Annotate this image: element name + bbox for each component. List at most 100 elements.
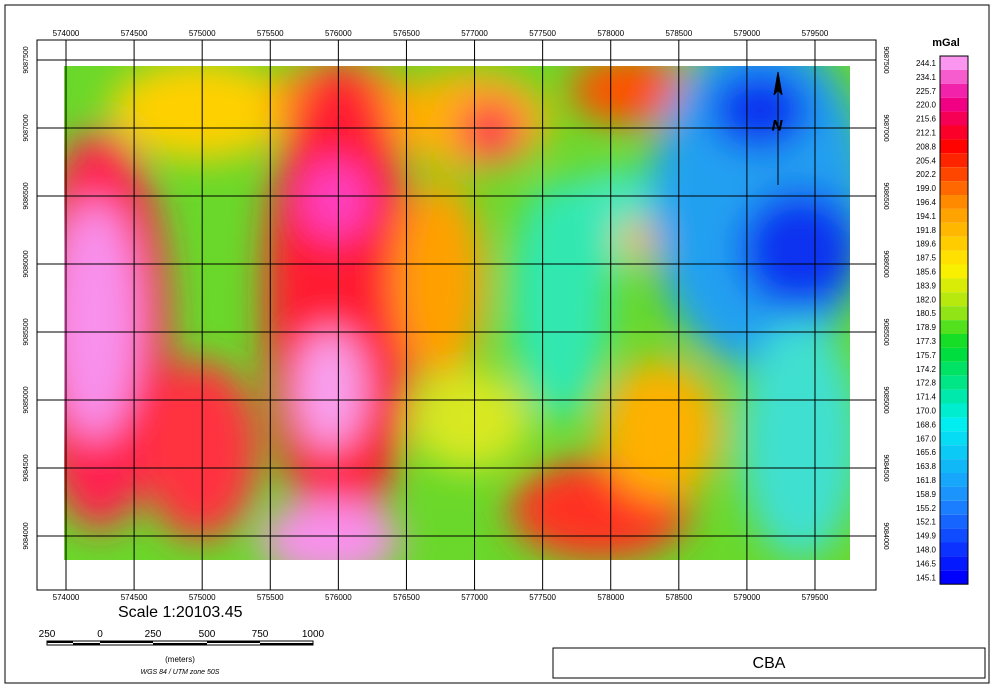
- legend-label: 175.7: [916, 351, 937, 360]
- legend-label: 205.4: [916, 156, 937, 165]
- y-tick-label: 9085000: [23, 386, 30, 413]
- legend-label: 202.2: [916, 170, 937, 179]
- legend-label: 170.0: [916, 406, 937, 415]
- scale-bar: [46, 640, 314, 646]
- legend-swatch: [940, 292, 968, 307]
- legend-label: 168.6: [916, 420, 937, 429]
- legend-swatch: [940, 250, 968, 265]
- legend-swatch: [940, 111, 968, 126]
- x-tick-label: 574000: [53, 593, 80, 602]
- legend-label: 180.5: [916, 309, 937, 318]
- legend-label: 178.9: [916, 323, 937, 332]
- x-tick-label: 579500: [802, 29, 829, 38]
- legend-swatch: [940, 83, 968, 98]
- legend-label: 145.1: [916, 573, 937, 582]
- x-tick-label: 578500: [665, 29, 692, 38]
- legend-border: [939, 55, 969, 585]
- legend-label: 149.9: [916, 532, 937, 541]
- contour-surface: [64, 66, 850, 560]
- x-tick-label: 579000: [734, 593, 761, 602]
- legend-swatch: [940, 403, 968, 418]
- legend-label: 172.8: [916, 379, 937, 388]
- legend-label: 177.3: [916, 337, 937, 346]
- x-tick-label: 576500: [393, 29, 420, 38]
- x-tick-label: 579500: [802, 593, 829, 602]
- legend-swatch: [940, 375, 968, 390]
- legend-swatch: [940, 528, 968, 543]
- legend-label: 174.2: [916, 365, 937, 374]
- legend-swatch: [940, 389, 968, 404]
- y-tick-label: 9086500: [882, 182, 889, 209]
- legend-swatch: [940, 56, 968, 70]
- x-tick-label: 577000: [461, 593, 488, 602]
- y-tick-label: 9085500: [23, 318, 30, 345]
- legend-label: 148.0: [916, 545, 937, 554]
- legend-label: 171.4: [916, 393, 937, 402]
- legend-label: 191.8: [916, 226, 937, 235]
- legend-swatch: [940, 334, 968, 348]
- y-tick-label: 9086000: [882, 250, 889, 277]
- legend-label: 225.7: [916, 87, 937, 96]
- legend-swatch: [940, 347, 968, 362]
- legend-swatch: [940, 278, 968, 293]
- y-tick-label: 9086000: [23, 250, 30, 277]
- x-tick-label: 579000: [734, 29, 761, 38]
- legend-swatch: [940, 69, 968, 84]
- y-tick-label: 9085500: [882, 318, 889, 345]
- legend-swatch: [940, 153, 968, 168]
- legend-swatch: [940, 320, 968, 334]
- legend-label: 155.2: [916, 504, 937, 513]
- legend-swatch: [940, 306, 968, 321]
- x-tick-label: 575000: [189, 29, 216, 38]
- scale-tick-label: 750: [252, 629, 269, 640]
- legend-swatch: [940, 181, 968, 195]
- legend-swatch: [940, 514, 968, 529]
- map-title: CBA: [753, 655, 786, 672]
- y-tick-label: 9087500: [23, 46, 30, 73]
- x-tick-label: 574000: [53, 29, 80, 38]
- y-tick-label: 9084000: [23, 522, 30, 549]
- y-tick-label: 9084500: [882, 454, 889, 481]
- projection: WGS 84 / UTM zone 50S: [141, 669, 220, 676]
- legend-label: 196.4: [916, 198, 937, 207]
- x-tick-label: 576000: [325, 593, 352, 602]
- legend-label: 158.9: [916, 490, 937, 499]
- x-tick-label: 578000: [597, 29, 624, 38]
- legend-label: 163.8: [916, 462, 937, 471]
- legend-label: 220.0: [916, 101, 937, 110]
- scale-tick-label: 500: [199, 629, 216, 640]
- legend-label: 167.0: [916, 434, 937, 443]
- y-tick-label: 9084000: [882, 522, 889, 549]
- legend-label: 208.8: [916, 142, 937, 151]
- north-label: N: [772, 117, 783, 133]
- scale-unit: (meters): [165, 655, 195, 664]
- legend-swatch: [940, 556, 968, 571]
- y-tick-label: 9087500: [882, 46, 889, 73]
- x-tick-label: 576000: [325, 29, 352, 38]
- legend-swatch: [940, 431, 968, 446]
- x-tick-label: 578500: [665, 593, 692, 602]
- legend-swatch: [940, 264, 968, 279]
- x-tick-label: 578000: [597, 593, 624, 602]
- legend-label: 165.6: [916, 448, 937, 457]
- x-tick-label: 577500: [529, 29, 556, 38]
- x-tick-label: 576500: [393, 593, 420, 602]
- legend-title: mGal: [932, 37, 960, 49]
- legend-swatch: [940, 500, 968, 515]
- x-tick-label: 575000: [189, 593, 216, 602]
- x-tick-label: 577500: [529, 593, 556, 602]
- x-tick-label: 575500: [257, 29, 284, 38]
- legend-swatch: [940, 167, 968, 182]
- legend-swatch: [940, 417, 968, 432]
- y-tick-label: 9087000: [23, 114, 30, 141]
- x-tick-label: 577000: [461, 29, 488, 38]
- legend-swatch: [940, 222, 968, 237]
- north-arrow: N: [772, 71, 784, 185]
- y-tick-label: 9086500: [23, 182, 30, 209]
- scale-tick-label: 0: [97, 629, 103, 640]
- legend-label: 234.1: [916, 73, 937, 82]
- scale-tick-label: 250: [145, 629, 162, 640]
- legend-label: 183.9: [916, 281, 937, 290]
- scale-text: Scale 1:20103.45: [118, 604, 243, 621]
